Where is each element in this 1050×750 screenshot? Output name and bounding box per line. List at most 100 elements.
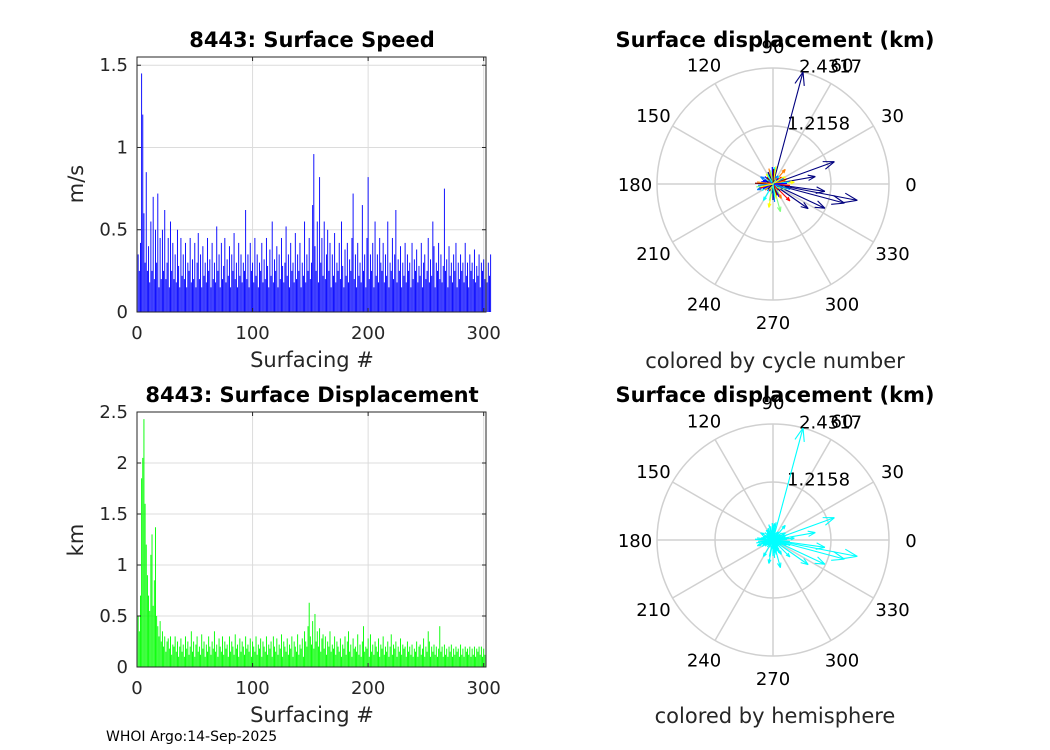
speed-bar — [440, 254, 442, 312]
speed-bar — [280, 237, 282, 312]
displacement-bar — [472, 654, 474, 667]
displacement-bar — [302, 656, 304, 667]
polar-hemisphere-vector-cluster — [772, 524, 775, 541]
displacement-bar — [250, 656, 252, 667]
displacement-bar — [260, 638, 262, 667]
displacement-bar — [150, 554, 152, 667]
speed-ytick-label: 0.5 — [99, 220, 128, 241]
displacement-bar — [277, 654, 279, 667]
displacement-bar — [319, 628, 321, 667]
speed-bar — [232, 270, 234, 312]
polar-cycle-vector-cluster — [772, 179, 777, 185]
displacement-bar — [171, 654, 173, 667]
speed-bar — [453, 254, 455, 312]
polar-cycle-angle-label: 240 — [687, 295, 721, 316]
speed-bar — [368, 279, 370, 312]
displacement-bar — [300, 648, 302, 667]
speed-bar — [379, 237, 381, 312]
displacement-bar — [188, 654, 190, 667]
polar-hemisphere-vector-head — [814, 562, 825, 565]
displacement-bar — [196, 636, 198, 667]
polar-hemisphere-vector-cluster — [772, 539, 791, 546]
polar-cycle-vector-head — [815, 190, 826, 194]
speed-ytick-label: 1.5 — [99, 55, 128, 76]
speed-bar — [424, 254, 426, 312]
speed-bar — [363, 270, 364, 312]
displacement-bar — [253, 646, 255, 667]
displacement-bar — [187, 641, 189, 667]
displacement-bar — [237, 644, 239, 667]
displacement-bar — [398, 651, 400, 667]
displacement-bar — [299, 644, 301, 667]
polar-cycle-radius-label: 1.2158 — [787, 113, 850, 134]
displacement-bar — [361, 641, 363, 667]
displacement-bar — [314, 613, 316, 667]
speed-axes-box — [136, 56, 487, 313]
speed-bar — [486, 282, 488, 312]
displacement-bar — [367, 638, 369, 667]
speed-bar — [344, 249, 346, 312]
speed-bar — [483, 259, 485, 312]
displacement-bar — [413, 648, 415, 667]
displacement-bar — [329, 631, 331, 667]
speed-bar — [182, 254, 184, 312]
polar-hemisphere-vector-head — [760, 532, 765, 535]
speed-bar — [269, 249, 271, 312]
polar-hemisphere-vector-head — [783, 525, 786, 530]
displacement-bar — [262, 641, 264, 667]
displacement-bar — [391, 654, 393, 667]
speed-bar — [299, 242, 301, 312]
speed-bar — [247, 254, 249, 312]
speed-bar — [398, 270, 400, 312]
displacement-bar — [306, 646, 308, 667]
speed-bar — [140, 242, 141, 312]
speed-bar — [411, 242, 413, 312]
speed-bar — [454, 270, 456, 312]
displacement-bar — [311, 644, 312, 667]
speed-bar — [469, 254, 471, 312]
speed-bar — [270, 275, 272, 312]
displacement-bar — [218, 638, 220, 667]
displacement-bar — [290, 648, 292, 667]
displacement-bar — [148, 595, 150, 667]
displacement-bar — [197, 651, 199, 667]
displacement-bar — [324, 636, 326, 667]
speed-bar — [151, 270, 153, 312]
speed-bar — [212, 279, 214, 312]
polar-cycle-angle-label: 120 — [687, 55, 721, 76]
displacement-bar — [153, 580, 155, 667]
polar-cycle-vector-head — [808, 176, 816, 181]
speed-bar — [274, 259, 275, 312]
speed-bar — [478, 254, 480, 312]
speed-bar — [211, 242, 213, 312]
displacement-bar — [247, 644, 249, 667]
speed-bar — [431, 275, 433, 312]
speed-bar — [256, 254, 258, 312]
speed-bar — [314, 246, 316, 312]
speed-bar — [145, 172, 147, 312]
displacement-ytick-label: 1 — [117, 555, 128, 576]
polar-hemisphere-plot: 0 30 60 90 120 150 180 210 240 270 300 330 1.2158 2.4… — [618, 393, 917, 690]
speed-bar — [401, 287, 403, 312]
displacement-bar — [334, 636, 336, 667]
speed-bar — [285, 226, 287, 312]
displacement-bar — [234, 634, 236, 667]
displacement-bar — [366, 648, 368, 667]
polar-hemisphere-vector-head — [843, 555, 858, 560]
polar-hemisphere-vector — [772, 427, 804, 541]
polar-cycle-vector-head — [843, 199, 858, 204]
displacement-bar — [430, 656, 431, 667]
displacement-bar — [225, 648, 227, 667]
polar-cycle-vector-head — [814, 206, 825, 209]
speed-bar — [217, 270, 219, 312]
displacement-bar — [283, 641, 285, 667]
speed-bar — [279, 279, 281, 312]
speed-bar — [421, 287, 423, 312]
displacement-bar — [396, 656, 398, 667]
speed-bar — [289, 287, 291, 312]
polar-cycle-vector-head — [776, 207, 781, 212]
speed-bar — [372, 242, 374, 312]
displacement-bar — [241, 641, 243, 667]
speed-bar — [167, 237, 169, 312]
displacement-bar — [208, 636, 210, 667]
